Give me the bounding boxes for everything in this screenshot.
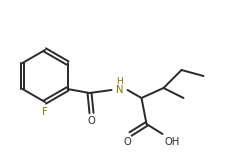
Text: N: N (116, 85, 123, 95)
Text: H: H (116, 77, 123, 86)
Text: O: O (124, 137, 131, 147)
Text: OH: OH (165, 137, 180, 147)
Text: O: O (88, 116, 95, 126)
Text: F: F (42, 107, 48, 117)
